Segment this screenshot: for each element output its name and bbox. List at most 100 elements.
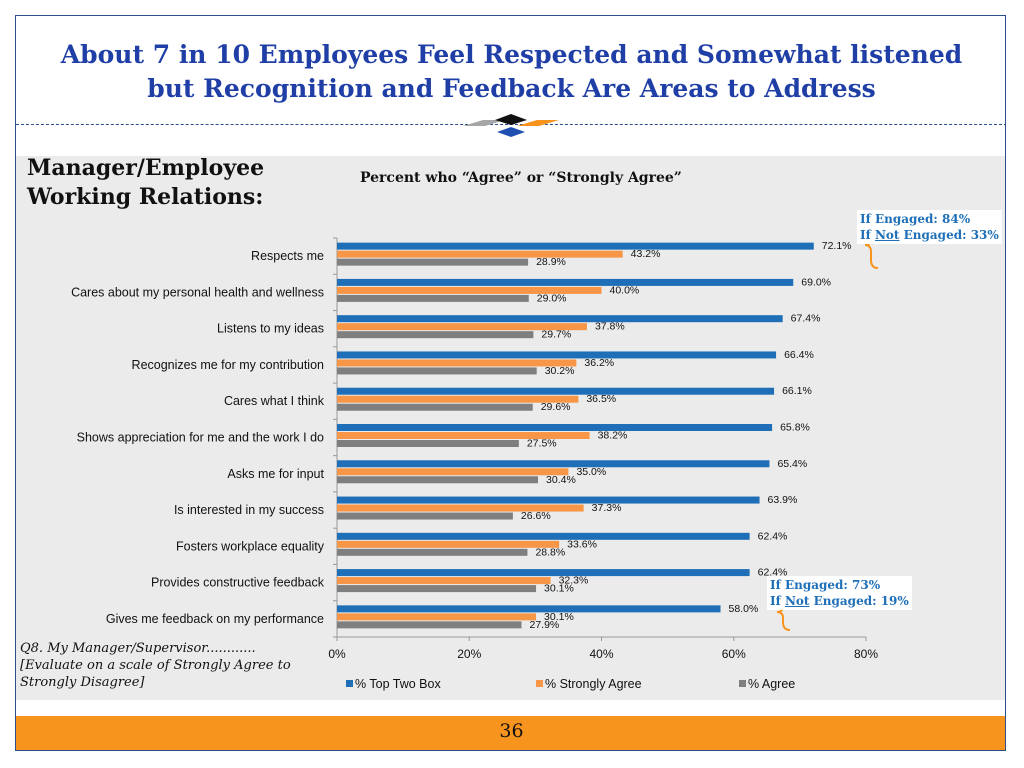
bar-0-9 [337,569,750,577]
callout-bottom-engaged: If Engaged: 73% [770,578,881,592]
data-label: 40.0% [610,284,640,296]
bar-0-0 [337,242,814,250]
data-label: 38.2% [598,430,628,442]
bar-1-7 [337,504,584,512]
bar-0-1 [337,278,794,286]
category-label: Shows appreciation for me and the work I… [77,431,324,445]
data-label: 30.4% [546,474,576,486]
callout-top-if: If [860,228,875,242]
page-number: 36 [499,720,524,742]
slide-title-line1: About 7 in 10 Employees Feel Respected a… [60,40,963,69]
data-label: 29.0% [537,292,567,304]
bar-2-0 [337,258,529,266]
bar-2-6 [337,476,539,484]
data-label: 63.9% [768,494,798,506]
diamond-logo-icon [463,114,559,137]
bar-2-7 [337,512,513,520]
legend-label: % Agree [748,677,795,691]
section-heading-line1: Manager/Employee [27,155,265,181]
category-label: Respects me [251,249,324,263]
x-tick-label: 60% [722,647,746,661]
data-label: 65.4% [777,458,807,470]
callout-bottom-value: Engaged: 19% [809,594,909,608]
bar-2-10 [337,621,522,629]
bar-1-9 [337,577,551,585]
data-label: 35.0% [576,466,606,478]
data-label: 66.1% [782,385,812,397]
data-label: 62.4% [758,530,788,542]
bar-1-8 [337,540,560,548]
section-heading-line2: Working Relations: [27,184,264,210]
data-label: 29.6% [541,401,571,413]
bar-1-4 [337,395,579,403]
callout-bottom-not: Not [784,594,810,608]
data-label: 30.1% [544,583,574,595]
bar-0-2 [337,315,783,323]
x-tick-label: 40% [589,647,613,661]
question-line2: [Evaluate on a scale of Strongly Agree t… [20,658,291,690]
data-label: 65.8% [780,422,810,434]
data-label: 66.4% [784,349,814,361]
callout-top-not: Not [874,228,900,242]
data-label: 32.3% [559,575,589,587]
category-label: Cares about my personal health and welln… [71,285,324,299]
bar-1-6 [337,468,569,476]
legend-swatch [346,680,353,687]
x-tick-label: 80% [854,647,878,661]
legend-swatch [739,680,746,687]
engagement-callout-bottom: If Engaged: 73% If Not Engaged: 19% [767,576,912,610]
bar-0-3 [337,351,777,359]
category-label: Is interested in my success [174,503,324,517]
category-label: Recognizes me for my contribution [132,358,324,372]
bar-1-2 [337,323,587,331]
data-label: 43.2% [631,248,661,260]
legend-label: % Strongly Agree [545,677,642,691]
data-label: 58.0% [729,603,759,615]
chart-title: Percent who “Agree” or “Strongly Agree” [360,170,682,186]
data-label: 69.0% [801,276,831,288]
bar-2-1 [337,294,529,302]
data-label: 36.5% [586,393,616,405]
callout-bottom-not-engaged: If Not Engaged: 19% [770,593,909,609]
bar-2-2 [337,331,534,339]
category-label: Provides constructive feedback [151,576,325,590]
bar-2-8 [337,548,528,556]
data-label: 28.9% [536,256,566,268]
category-label: Fosters workplace equality [176,539,325,553]
data-label: 30.1% [544,611,574,623]
bar-1-10 [337,613,537,621]
survey-question: Q8. My Manager/Supervisor............ [E… [20,640,320,691]
section-heading: Manager/Employee Working Relations: [27,154,264,212]
data-label: 27.9% [529,619,559,631]
callout-top-engaged: If Engaged: 84% [860,212,971,226]
legend-swatch [536,680,543,687]
data-label: 72.1% [822,240,852,252]
category-label: Listens to my ideas [217,322,324,336]
question-line1: Q8. My Manager/Supervisor............ [20,641,256,656]
bar-1-3 [337,359,577,367]
callout-bottom-if: If [770,594,785,608]
data-label: 29.7% [541,329,571,341]
data-label: 26.6% [521,510,551,522]
bar-2-9 [337,585,537,593]
bar-2-3 [337,367,537,375]
bar-0-4 [337,387,775,395]
data-label: 28.8% [535,546,565,558]
bar-1-5 [337,432,590,439]
slide-title-line2: but Recognition and Feedback Are Areas t… [147,74,876,103]
data-label: 27.5% [527,438,557,450]
data-label: 36.2% [584,357,614,369]
category-label: Cares what I think [224,394,325,408]
engagement-callout-top: If Engaged: 84% If Not Engaged: 33% [857,210,1002,244]
bar-0-7 [337,496,760,504]
data-label: 33.6% [567,538,597,550]
bar-2-4 [337,403,533,411]
data-label: 67.4% [791,313,821,325]
data-label: 62.4% [758,567,788,579]
bar-1-0 [337,250,623,258]
x-tick-label: 0% [328,647,346,661]
data-label: 30.2% [545,365,575,377]
bar-2-5 [337,440,519,447]
slide-title: About 7 in 10 Employees Feel Respected a… [16,38,1005,106]
